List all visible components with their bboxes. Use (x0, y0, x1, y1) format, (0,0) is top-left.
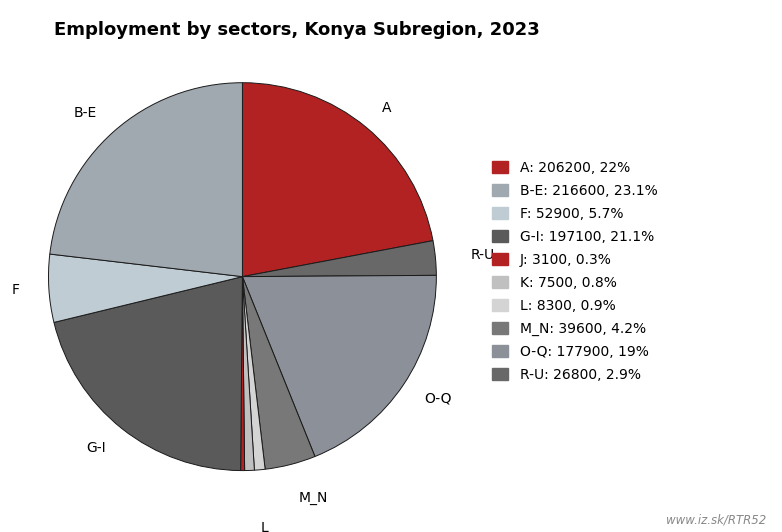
Wedge shape (242, 82, 433, 277)
Wedge shape (242, 277, 254, 471)
Text: F: F (12, 283, 20, 297)
Text: R-U: R-U (470, 247, 494, 262)
Text: B-E: B-E (74, 106, 97, 120)
Text: J: J (241, 531, 245, 532)
Wedge shape (242, 277, 265, 470)
Text: K: K (247, 531, 256, 532)
Text: L: L (261, 521, 269, 532)
Wedge shape (241, 277, 245, 471)
Text: O-Q: O-Q (425, 392, 452, 405)
Wedge shape (242, 276, 436, 456)
Legend: A: 206200, 22%, B-E: 216600, 23.1%, F: 52900, 5.7%, G-I: 197100, 21.1%, J: 3100,: A: 206200, 22%, B-E: 216600, 23.1%, F: 5… (492, 161, 658, 382)
Wedge shape (242, 277, 315, 469)
Wedge shape (242, 240, 436, 277)
Text: Employment by sectors, Konya Subregion, 2023: Employment by sectors, Konya Subregion, … (54, 21, 540, 39)
Text: www.iz.sk/RTR52: www.iz.sk/RTR52 (666, 514, 766, 527)
Text: A: A (382, 101, 392, 115)
Wedge shape (50, 82, 242, 277)
Text: M_N: M_N (300, 492, 328, 505)
Wedge shape (54, 277, 242, 471)
Wedge shape (48, 254, 242, 322)
Text: G-I: G-I (87, 441, 106, 455)
